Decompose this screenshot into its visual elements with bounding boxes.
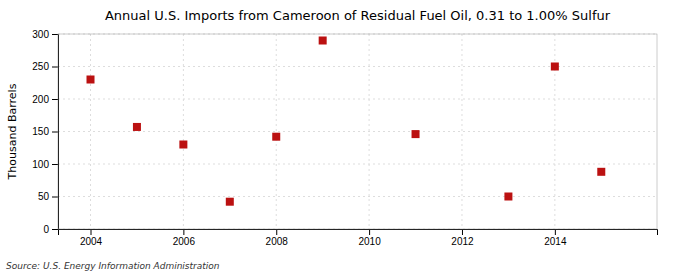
tick-label: 2006: [173, 236, 196, 247]
tick-label: 250: [32, 61, 49, 72]
tick-mark: [276, 229, 277, 235]
points: [87, 37, 606, 206]
y-label: Thousand Barrels: [6, 83, 19, 180]
grid-line: [58, 131, 657, 132]
tick-mark: [52, 34, 58, 35]
plot-frame: [58, 34, 657, 229]
tick: 2008: [266, 229, 289, 247]
tick: 100: [32, 159, 58, 170]
tick-mark: [52, 99, 58, 100]
point: [87, 76, 95, 84]
tick: 250: [32, 61, 58, 72]
grid: [58, 34, 657, 229]
tick-label: 2008: [266, 236, 289, 247]
tick-label: 2004: [80, 236, 103, 247]
axis-line: [59, 230, 658, 236]
tick-label: 300: [32, 29, 49, 40]
point: [179, 141, 187, 149]
tick-mark: [52, 132, 58, 133]
tick-label: 200: [32, 94, 49, 105]
tick-label: 150: [32, 126, 49, 137]
tick-mark: [183, 229, 184, 235]
grid-line: [58, 99, 657, 100]
grid-line: [58, 164, 657, 165]
tick-mark: [462, 229, 463, 235]
annotation: Source: U.S. Energy Information Administ…: [6, 261, 220, 271]
tick-label: 100: [32, 159, 49, 170]
tick-mark: [555, 229, 556, 235]
tick: 2012: [451, 229, 474, 247]
grid-line: [58, 66, 657, 67]
tick-label: 2014: [544, 236, 567, 247]
tick-label: 2010: [358, 236, 381, 247]
plot: 2004 2006 2008 2010 2012 2014 0 50 100 150 200 250 3…: [32, 29, 657, 247]
tick: 2010: [358, 229, 381, 247]
point: [551, 63, 559, 71]
tick-mark: [52, 164, 58, 165]
x-axis: 2004 2006 2008 2010 2012 2014: [59, 229, 658, 247]
axis-line: [52, 35, 59, 230]
tick: 200: [32, 94, 58, 105]
tick-mark: [52, 229, 58, 230]
grid-line: [276, 34, 277, 229]
point: [319, 37, 327, 45]
tick-mark: [91, 229, 92, 235]
chart: 2004 2006 2008 2010 2012 2014 0 50 100 150 200 250 3…: [0, 0, 675, 275]
tick-label: 2012: [451, 236, 474, 247]
tick: 2006: [173, 229, 196, 247]
grid-line: [90, 34, 91, 229]
tick: 2004: [80, 229, 103, 247]
tick: 150: [32, 126, 58, 137]
title: Annual U.S. Imports from Cameroon of Res…: [105, 8, 611, 23]
tick-mark: [52, 197, 58, 198]
tick-label: 50: [38, 191, 50, 202]
tick: 0: [43, 224, 58, 235]
point: [412, 130, 420, 138]
tick: 50: [38, 191, 58, 202]
point: [504, 193, 512, 201]
grid-line: [183, 34, 184, 229]
tick-mark: [52, 67, 58, 68]
grid-line: [58, 196, 657, 197]
grid-line: [369, 34, 370, 229]
point: [226, 198, 234, 206]
point: [597, 168, 605, 176]
tick-label: 0: [43, 224, 49, 235]
point: [133, 123, 141, 131]
tick-mark: [369, 229, 370, 235]
point: [272, 133, 280, 141]
y-axis: 0 50 100 150 200 250 300: [32, 29, 58, 235]
tick: 2014: [544, 229, 567, 247]
tick: 300: [32, 29, 58, 40]
grid-line: [461, 34, 462, 229]
